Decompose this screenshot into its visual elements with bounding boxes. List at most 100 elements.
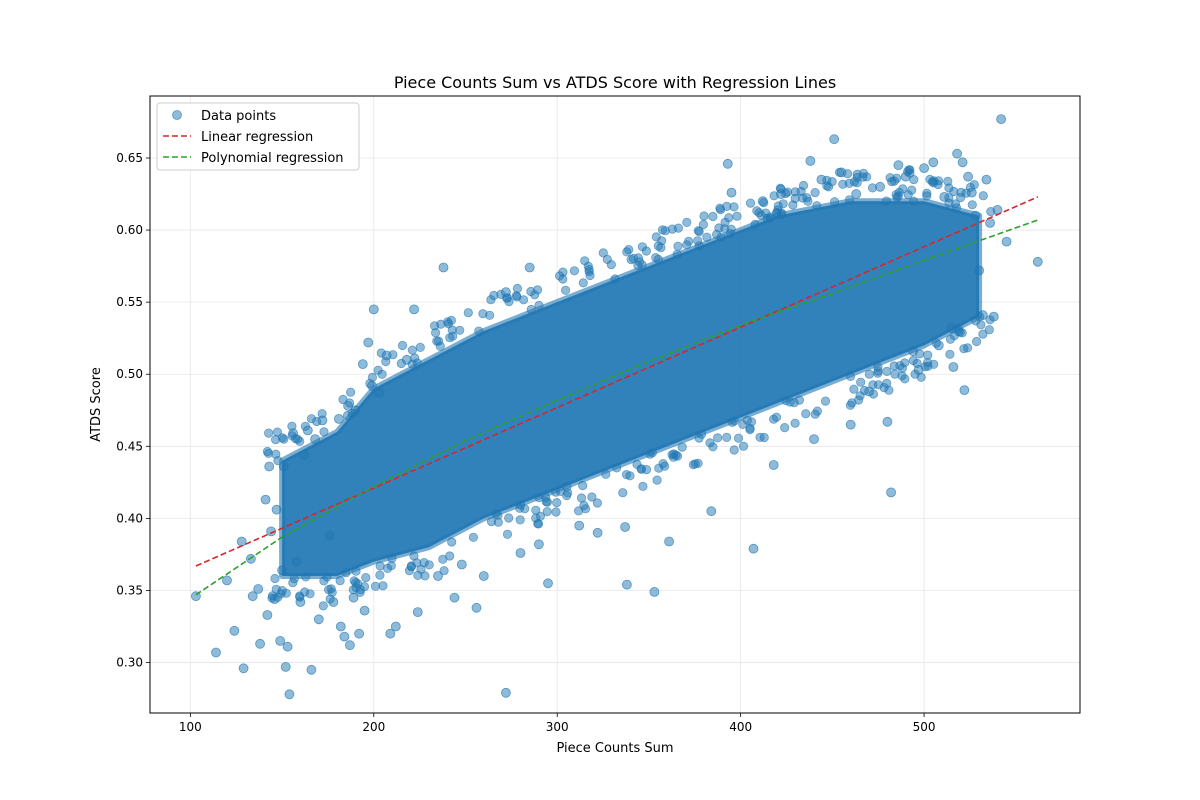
data-point: [515, 515, 525, 525]
data-point: [908, 196, 919, 206]
data-point: [543, 578, 553, 589]
data-point: [486, 516, 497, 527]
data-point: [890, 369, 900, 379]
data-point: [348, 592, 359, 603]
data-point: [375, 561, 385, 571]
data-point: [446, 315, 456, 325]
data-point: [447, 537, 457, 547]
data-point: [390, 621, 401, 632]
data-point: [976, 320, 986, 330]
data-point: [733, 433, 744, 443]
data-point: [385, 628, 396, 639]
data-point: [1032, 256, 1043, 267]
data-point: [962, 343, 973, 353]
legend-label: Data points: [201, 109, 276, 124]
data-point: [367, 380, 377, 391]
data-point: [592, 527, 603, 538]
data-point: [673, 223, 684, 233]
data-point: [534, 300, 544, 311]
data-point: [335, 621, 346, 632]
data-point: [656, 243, 666, 253]
data-point: [768, 460, 779, 470]
data-point: [732, 211, 742, 221]
data-point: [801, 409, 811, 419]
data-point: [667, 450, 677, 460]
data-point: [253, 584, 264, 594]
data-point: [694, 433, 704, 443]
data-point: [468, 532, 478, 542]
data-point: [654, 463, 664, 473]
data-point: [820, 396, 831, 406]
data-point: [562, 482, 572, 492]
data-point: [319, 427, 329, 437]
data-point: [967, 200, 977, 210]
data-point: [698, 219, 709, 230]
data-point: [335, 576, 345, 586]
data-point: [959, 385, 970, 396]
data-point: [562, 490, 572, 501]
data-point: [985, 217, 995, 228]
data-point: [900, 171, 911, 182]
data-point: [587, 492, 597, 502]
data-point: [634, 257, 645, 267]
data-point: [471, 602, 482, 613]
data-point: [350, 405, 361, 416]
data-point: [534, 539, 544, 550]
y-tick-label: 0.50: [116, 367, 143, 381]
data-point: [344, 640, 355, 651]
data-point: [672, 249, 682, 259]
chart-title: Piece Counts Sum vs ATDS Score with Regr…: [394, 73, 836, 92]
data-point: [748, 543, 759, 554]
data-point: [957, 328, 967, 338]
y-tick-label: 0.30: [116, 656, 143, 670]
data-point: [688, 460, 699, 470]
data-point: [908, 346, 918, 357]
data-point: [823, 182, 834, 192]
data-point: [500, 687, 511, 698]
data-point: [436, 319, 446, 329]
data-point: [412, 558, 422, 568]
linear-regression-line: [195, 196, 1039, 567]
data-point: [948, 362, 959, 372]
legend-marker: [172, 110, 182, 120]
data-point: [273, 456, 283, 466]
data-point: [229, 625, 240, 636]
data-point: [705, 438, 715, 448]
data-point: [849, 177, 860, 187]
data-point: [502, 529, 513, 539]
data-point: [275, 636, 286, 646]
legend-box: [156, 102, 360, 171]
plot-content: [190, 114, 1043, 700]
data-point: [726, 187, 737, 198]
data-point: [645, 449, 655, 459]
data-point: [971, 336, 982, 347]
data-point: [433, 336, 444, 346]
data-point: [433, 571, 443, 581]
data-point: [750, 219, 760, 229]
data-point: [282, 641, 293, 652]
axes-frame: [149, 95, 1081, 714]
data-point: [263, 428, 274, 438]
data-point: [448, 331, 458, 341]
data-point: [652, 475, 662, 485]
data-point: [694, 241, 704, 251]
data-point: [264, 461, 275, 472]
data-point: [504, 513, 514, 523]
data-point: [324, 530, 335, 541]
data-point: [530, 290, 540, 300]
data-point: [409, 304, 420, 315]
data-point: [715, 203, 725, 213]
data-point: [682, 240, 692, 250]
data-point: [500, 287, 511, 298]
data-point: [456, 559, 467, 570]
data-point: [699, 211, 709, 221]
y-tick-label: 0.35: [116, 583, 143, 597]
data-point: [578, 480, 588, 491]
data-point: [618, 488, 628, 498]
data-point: [738, 419, 748, 429]
data-point: [729, 445, 739, 455]
data-point: [882, 366, 892, 376]
data-point: [970, 210, 981, 221]
data-point: [729, 202, 739, 212]
